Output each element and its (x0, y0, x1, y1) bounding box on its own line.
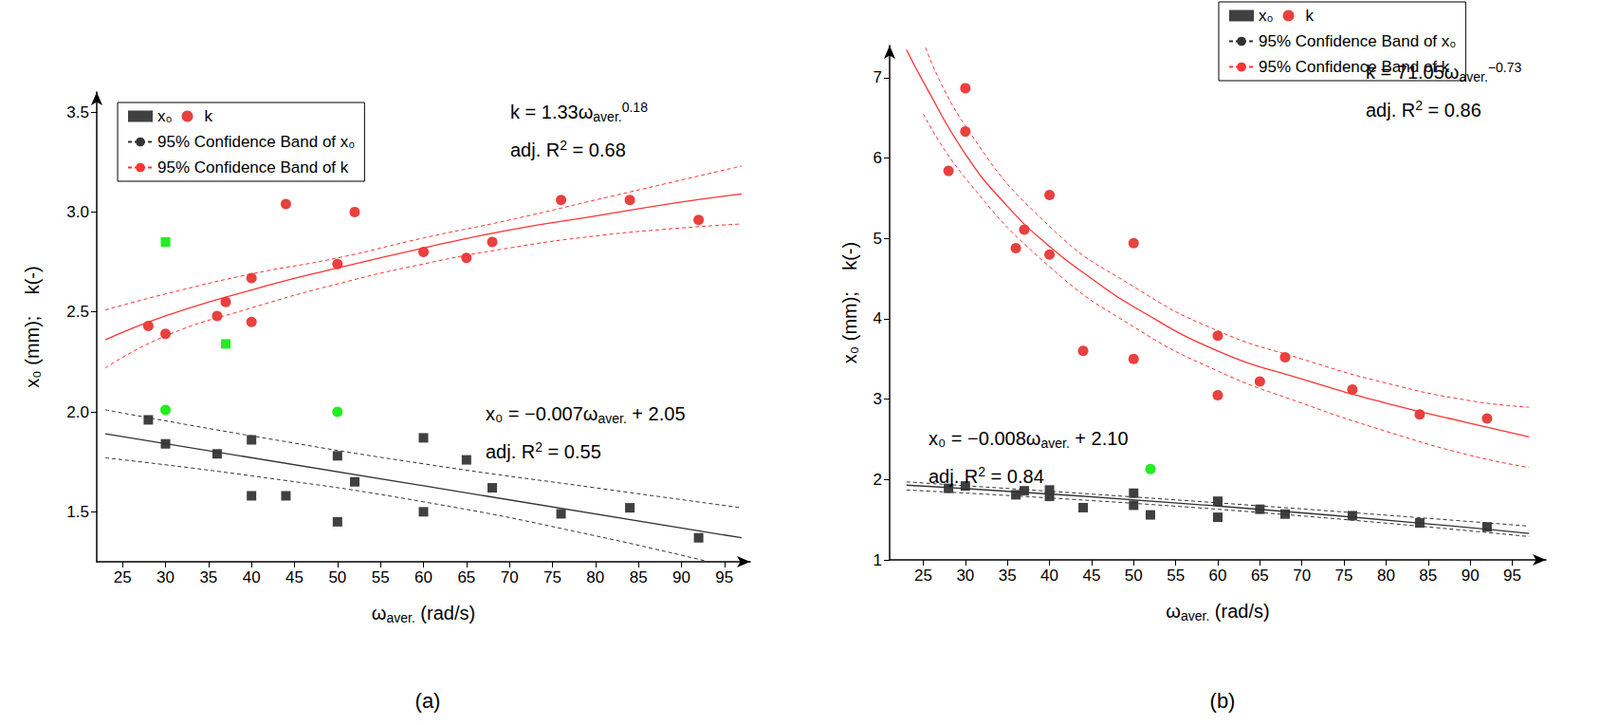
svg-text:60: 60 (1209, 566, 1228, 585)
svg-text:2: 2 (977, 463, 986, 479)
svg-text:80: 80 (586, 568, 605, 587)
svg-text:x₀: x₀ (157, 107, 173, 126)
svg-text:60: 60 (414, 568, 433, 587)
svg-text:2: 2 (873, 470, 883, 489)
svg-text:95: 95 (715, 568, 734, 587)
svg-text:90: 90 (1461, 566, 1480, 585)
svg-text:= 0.84: = 0.84 (985, 465, 1045, 487)
svg-text:95% Confidence Band of x₀: 95% Confidence Band of x₀ (1258, 32, 1456, 51)
svg-text:2.0: 2.0 (66, 403, 90, 422)
svg-text:75: 75 (543, 568, 562, 587)
svg-text:k: k (1305, 6, 1315, 25)
svg-text:50: 50 (1124, 566, 1143, 585)
svg-text:30: 30 (156, 568, 175, 587)
svg-text:k = 71.05ω: k = 71.05ω (1365, 61, 1459, 83)
svg-text:65: 65 (457, 568, 476, 587)
svg-text:5: 5 (873, 229, 883, 248)
svg-text:30: 30 (956, 566, 975, 585)
svg-text:x₀ (mm); k(-): x₀ (mm); k(-) (21, 265, 43, 387)
svg-text:45: 45 (285, 568, 304, 587)
svg-text:95% Confidence Band of x₀: 95% Confidence Band of x₀ (157, 132, 355, 151)
svg-text:6: 6 (873, 148, 883, 167)
svg-text:40: 40 (242, 568, 261, 587)
svg-text:aver.: aver. (1040, 435, 1069, 451)
svg-text:adj. R: adj. R (485, 441, 535, 462)
svg-text:aver.: aver. (592, 109, 622, 125)
svg-text:adj. R: adj. R (510, 139, 560, 161)
svg-text:25: 25 (914, 566, 933, 585)
svg-text:(a): (a) (415, 688, 442, 713)
svg-text:70: 70 (500, 568, 519, 587)
svg-text:= 0.86: = 0.86 (1422, 99, 1482, 121)
svg-text:4: 4 (873, 309, 883, 328)
svg-text:55: 55 (1166, 566, 1185, 585)
svg-text:50: 50 (328, 568, 347, 587)
svg-text:k: k (204, 107, 214, 126)
svg-text:adj. R: adj. R (1365, 99, 1416, 121)
svg-text:(rad/s): (rad/s) (415, 602, 476, 624)
svg-text:45: 45 (1082, 566, 1101, 585)
svg-text:2: 2 (1415, 97, 1423, 113)
svg-text:2: 2 (559, 137, 568, 153)
svg-text:(rad/s): (rad/s) (1209, 600, 1269, 622)
svg-text:2: 2 (534, 439, 543, 455)
svg-text:85: 85 (1418, 566, 1437, 585)
svg-text:k = 1.33ω: k = 1.33ω (510, 101, 593, 123)
svg-text:1.5: 1.5 (66, 502, 90, 521)
svg-text:+ 2.10: + 2.10 (1069, 427, 1129, 449)
svg-text:ω: ω (371, 602, 387, 624)
svg-text:35: 35 (998, 566, 1017, 585)
svg-text:aver.: aver. (1180, 607, 1210, 624)
svg-text:70: 70 (1292, 566, 1311, 585)
svg-text:ω: ω (1165, 600, 1181, 622)
svg-text:80: 80 (1377, 566, 1396, 585)
svg-text:3: 3 (873, 389, 883, 408)
svg-text:35: 35 (199, 568, 218, 587)
svg-text:75: 75 (1335, 566, 1354, 585)
svg-text:= 0.55: = 0.55 (542, 441, 602, 462)
svg-text:2.5: 2.5 (66, 302, 90, 321)
svg-text:x₀ = −0.007ω: x₀ = −0.007ω (485, 403, 598, 424)
svg-text:85: 85 (629, 568, 648, 587)
svg-text:(b): (b) (1210, 688, 1236, 713)
svg-text:aver.: aver. (386, 609, 415, 626)
svg-text:x₀ (mm); k(-): x₀ (mm); k(-) (839, 241, 861, 364)
svg-text:95% Confidence Band of k: 95% Confidence Band of k (1258, 57, 1450, 76)
svg-text:1: 1 (873, 551, 883, 570)
svg-text:adj. R: adj. R (928, 465, 978, 487)
svg-text:3.0: 3.0 (66, 202, 90, 221)
svg-text:= 0.68: = 0.68 (567, 139, 626, 161)
svg-text:+ 2.05: + 2.05 (626, 403, 686, 424)
svg-text:90: 90 (672, 568, 691, 587)
svg-text:95: 95 (1503, 566, 1522, 585)
svg-text:aver.: aver. (597, 410, 626, 426)
svg-text:65: 65 (1250, 566, 1269, 585)
svg-text:40: 40 (1040, 566, 1059, 585)
svg-text:aver.: aver. (1458, 69, 1488, 85)
svg-text:x₀: x₀ (1258, 6, 1274, 25)
svg-text:x₀ = −0.008ω: x₀ = −0.008ω (928, 427, 1041, 449)
svg-text:0.18: 0.18 (622, 99, 648, 115)
svg-text:25: 25 (113, 568, 132, 587)
svg-text:7: 7 (873, 68, 883, 87)
svg-text:−0.73: −0.73 (1488, 59, 1523, 75)
svg-text:55: 55 (371, 568, 390, 587)
svg-text:95% Confidence Band of k: 95% Confidence Band of k (157, 158, 350, 177)
svg-text:3.5: 3.5 (66, 103, 90, 122)
